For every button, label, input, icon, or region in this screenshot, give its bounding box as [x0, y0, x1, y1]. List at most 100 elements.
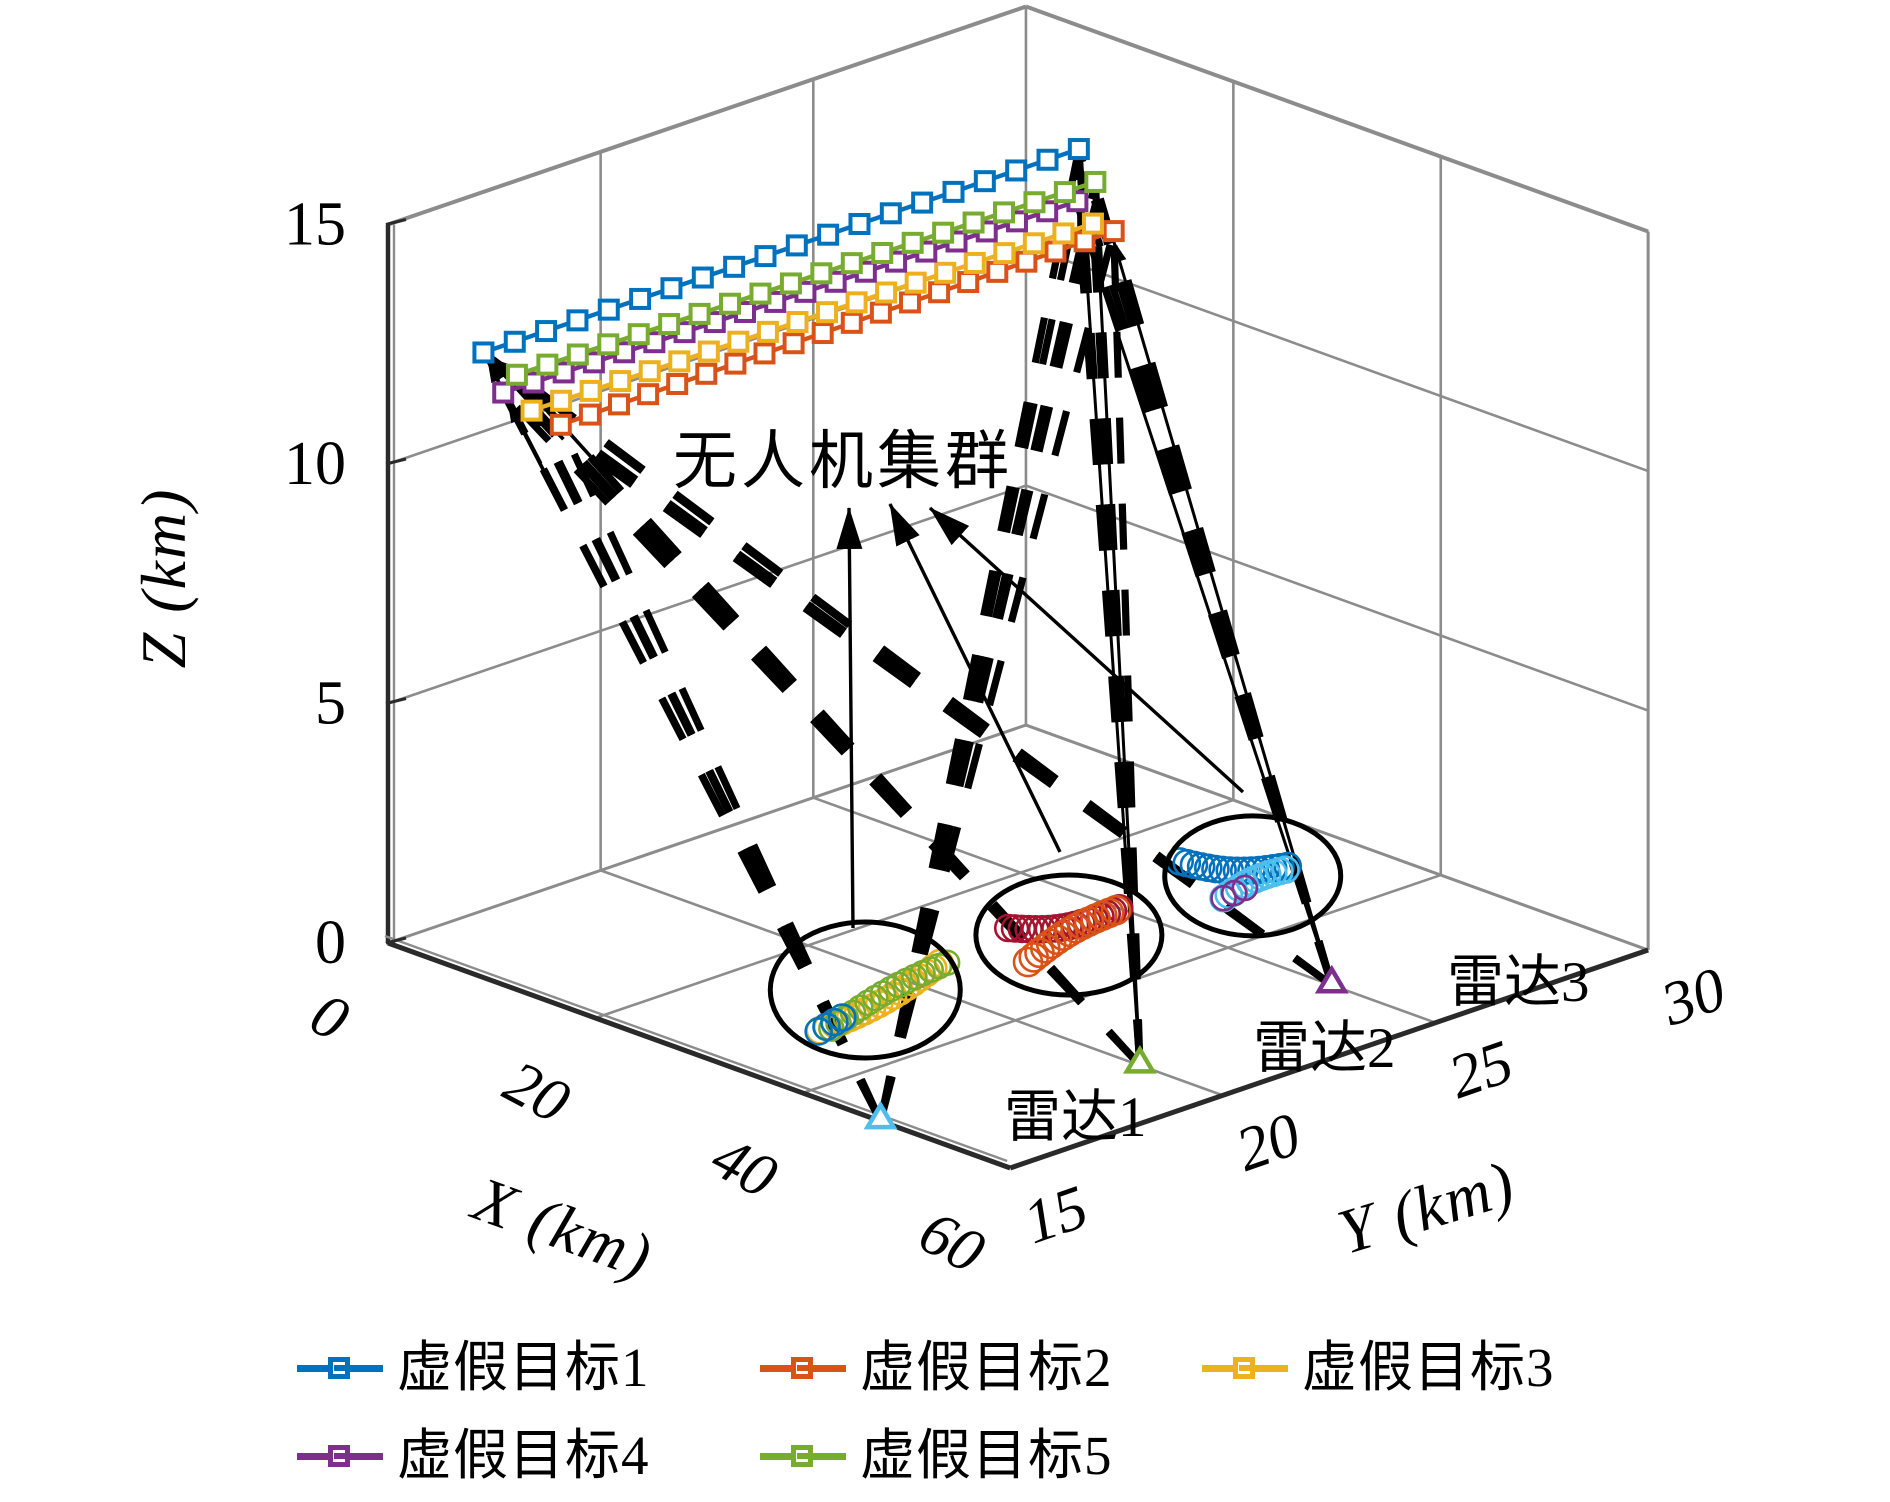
uav-circle — [820, 1007, 849, 1037]
los-dashed-line — [877, 181, 1099, 1122]
uav-cluster-left — [767, 919, 963, 1061]
x-axis-spine — [387, 940, 1012, 1171]
los-dashed-line — [1110, 230, 1144, 1066]
uav-cluster-middle — [973, 872, 1165, 998]
trajectory-marker — [871, 241, 894, 264]
trajectory-marker — [840, 252, 863, 275]
y-tick-label: 15 — [1015, 1173, 1096, 1257]
trajectory-marker — [963, 251, 986, 274]
z-tick-mark — [385, 696, 407, 706]
trajectory-1 — [472, 138, 1090, 364]
x-tick-label: 60 — [908, 1198, 995, 1287]
trajectory-marker — [957, 271, 980, 294]
trajectory-marker — [579, 379, 602, 402]
trajectory-marker — [848, 212, 871, 235]
trajectory-marker — [1022, 232, 1045, 255]
trajectory-marker — [1084, 170, 1107, 193]
radar-3: 雷达3 — [1314, 951, 1590, 1014]
trajectory-marker — [1052, 222, 1075, 245]
trajectory-marker — [754, 245, 777, 268]
x-tick-label: 20 — [493, 1048, 580, 1137]
trajectory-marker — [668, 350, 691, 373]
uav-cluster-right — [1162, 813, 1344, 939]
trajectory-marker — [993, 201, 1016, 224]
radar-markers: 雷达1 雷达2 雷达3 — [863, 951, 1590, 1149]
trajectory-marker — [627, 323, 650, 346]
uav-circle — [1231, 874, 1259, 902]
trajectory-marker — [658, 313, 681, 336]
trajectory-marker — [1102, 220, 1125, 243]
trajectory-marker — [904, 271, 927, 294]
z-tick-label: 10 — [284, 430, 346, 498]
swarm-arrow — [928, 506, 1245, 794]
radar-label: 雷达1 — [1004, 1086, 1147, 1149]
radar-marker-icon — [1314, 964, 1349, 994]
grid-wall-right-h — [1025, 484, 1649, 712]
box-edge-floor-back-left — [387, 723, 1027, 945]
cluster-ellipse — [767, 919, 963, 1061]
trajectory-marker — [1073, 230, 1096, 253]
trajectory-marker — [811, 322, 834, 345]
z-tick-label: 5 — [315, 670, 346, 738]
uav-circle — [854, 989, 882, 1017]
trajectory-marker — [1067, 138, 1090, 161]
trajectory-marker — [691, 266, 714, 289]
trajectory-marker — [549, 413, 572, 436]
uav-circle — [933, 949, 961, 977]
trajectory-marker — [505, 363, 528, 386]
trajectory-marker — [1081, 212, 1104, 235]
false-target-trajectories — [472, 138, 1125, 436]
trajectory-marker — [688, 302, 711, 325]
trajectory-2 — [549, 220, 1125, 436]
radar-label: 雷达3 — [1447, 951, 1590, 1014]
uav-circle — [1271, 855, 1300, 885]
trajectory-marker — [535, 320, 558, 343]
trajectory-marker — [597, 333, 620, 356]
x-tick-label: 0 — [300, 980, 359, 1055]
trajectory-marker — [753, 342, 776, 365]
swarm-arrow — [888, 503, 1062, 853]
los-solid-line — [1089, 190, 1142, 1066]
trajectory-marker — [869, 301, 892, 324]
trajectory-marker — [536, 353, 559, 376]
trajectory-marker — [727, 330, 750, 353]
trajectory-marker — [785, 234, 808, 257]
z-tick-mark — [385, 457, 407, 466]
trajectory-marker — [810, 262, 833, 285]
z-tick-mark — [385, 936, 407, 945]
trajectory-marker — [845, 291, 868, 314]
trajectory-marker — [550, 389, 573, 412]
trajectory-marker — [782, 332, 805, 355]
trajectory-marker — [566, 309, 589, 332]
z-tick-label: 0 — [315, 909, 346, 977]
trajectory-marker — [749, 282, 772, 305]
uav-circle — [1273, 851, 1303, 881]
z-tick-mark — [385, 217, 407, 227]
start-arrow — [506, 400, 561, 500]
los-dashed-line — [877, 200, 1081, 1122]
x-axis-label: X (km) — [462, 1162, 662, 1293]
trajectory-marker — [986, 260, 1009, 283]
trajectory-marker — [993, 242, 1016, 265]
trajectory-marker — [472, 341, 495, 364]
trajectory-marker — [578, 403, 601, 426]
uav-circle — [1100, 894, 1132, 926]
y-axis-label: Y (km) — [1330, 1147, 1524, 1268]
radar-1: 雷达1 — [863, 1086, 1147, 1149]
trajectory-marker — [928, 281, 951, 304]
trajectory-marker — [875, 281, 898, 304]
cluster-ellipse — [973, 872, 1165, 998]
radar-marker-icon — [863, 1100, 898, 1130]
z-axis-label: Z (km) — [128, 488, 199, 669]
grid-floor-x — [594, 798, 1234, 1020]
uav-circle — [862, 984, 889, 1012]
trajectory-marker — [942, 180, 965, 203]
swarm-arrow — [836, 507, 863, 929]
trajectory-marker — [503, 330, 526, 353]
uav-clusters — [767, 813, 1344, 1061]
los-dashed-line — [877, 230, 1118, 1123]
trajectory-marker — [879, 202, 902, 225]
trajectory-marker — [609, 370, 632, 393]
trajectory-3 — [520, 212, 1104, 422]
